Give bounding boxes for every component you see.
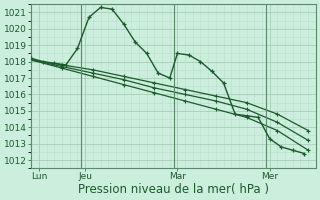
X-axis label: Pression niveau de la mer( hPa ): Pression niveau de la mer( hPa ) (78, 183, 269, 196)
